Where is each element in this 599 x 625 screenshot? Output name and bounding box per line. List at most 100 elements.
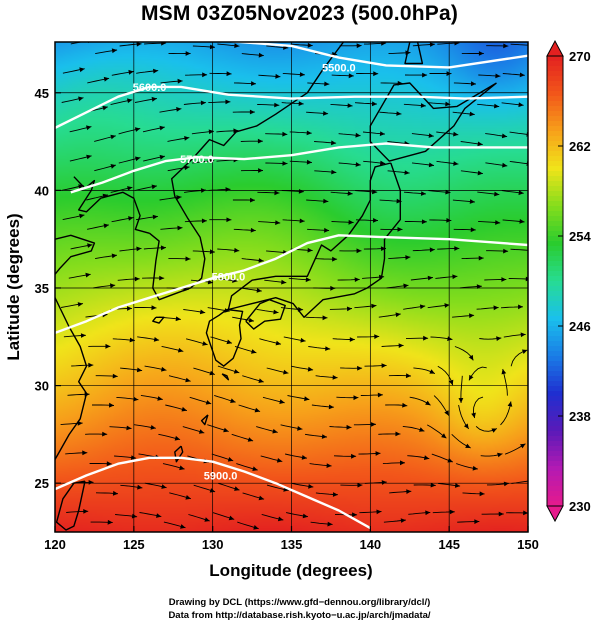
colorbar-segment [547,126,563,132]
streamline-arrow [497,452,503,458]
streamline-arrow [134,276,140,282]
streamline-arrow [428,162,434,168]
streamline-arrow [308,484,314,489]
streamline-arrow [161,484,167,489]
streamline-arrow [463,423,469,429]
streamline-arrow [207,279,213,285]
streamline-arrow [276,458,283,463]
streamline-arrow [323,198,329,204]
colorbar-segment [547,226,563,232]
streamline-arrow [156,513,162,518]
streamline-arrow [179,465,185,471]
colorbar-segment [547,296,563,302]
colorbar-segment [547,321,563,327]
y-tick-label: 40 [35,183,49,198]
height-contour-5700.0 [70,142,528,194]
streamline-arrow [298,101,304,106]
credit-data: Data from http://database.rish.kyoto−u.a… [168,610,431,621]
streamline-arrow [307,42,313,48]
streamline-arrow [381,363,387,368]
streamline-arrow [127,98,133,104]
colorbar-segment [547,446,563,452]
streamline-arrow [332,492,338,497]
colorbar-segment [547,221,563,227]
streamline-arrow [274,102,280,108]
streamline-arrow [428,133,434,138]
streamline-arrow [453,131,459,137]
streamline-arrow [377,392,383,398]
colorbar-segment [547,191,563,197]
streamline-arrow [371,101,377,107]
streamline-arrow [103,76,110,82]
streamline-arrow [446,218,452,223]
streamline-arrow [110,134,116,140]
streamline-arrow [247,437,254,442]
streamline-arrow [419,427,425,432]
streamline-arrow [373,71,379,77]
streamline-arrow [347,191,353,196]
streamline-arrow [348,219,354,225]
colorbar-segment [547,356,563,362]
streamline-arrow [474,519,480,524]
streamline-arrow [348,73,354,79]
streamline-arrow [405,255,411,260]
coastline-5 [73,176,150,234]
colorbar-segment [547,91,563,97]
streamline-arrow [177,347,184,353]
streamline-arrow [357,482,363,488]
streamline-arrow [355,162,361,167]
streamline-arrow [356,248,362,254]
streamline-arrow [128,69,134,75]
colorbar-segment [547,146,563,152]
colorbar-segment [547,376,563,382]
streamline-arrow [478,51,484,56]
streamline-arrow [470,227,476,233]
streamline-arrow [471,412,476,418]
coastline-1 [227,162,401,318]
streamline-arrow [209,370,215,376]
streamline-arrow [306,159,312,165]
height-contours: 5500.0 5600.0 5700.0 5800.0 5900.0 [55,42,528,530]
streamline-arrow [446,71,452,76]
streamline-arrow [453,161,459,166]
streamline-arrow [230,398,236,403]
coastline-10 [200,414,209,426]
colorbar-segment [547,196,563,202]
streamline-arrow [151,184,157,190]
streamline-arrow [503,248,509,254]
streamline-arrow [400,460,405,466]
streamline-arrow [110,164,116,169]
streamline-arrow [102,193,108,199]
streamline-arrow [136,367,143,373]
colorbar-tick-label: 246 [569,319,591,334]
streamline-arrow [501,277,507,282]
colorbar-segment [547,141,563,147]
y-axis-label: Latitude (degrees) [4,213,23,360]
streamline-arrow [327,521,333,527]
streamline-arrow [444,410,449,416]
colorbar-segment [547,266,563,272]
streamline-arrow [376,509,382,515]
colorbar-segment [547,426,563,432]
colorbar-segment [547,401,563,407]
streamline-arrow [226,217,232,223]
streamline-arrow [202,341,208,346]
streamline-arrow [420,103,426,108]
colorbar-segment [547,176,563,182]
colorbar-segment [547,236,563,242]
streamlines [60,42,528,530]
y-tick-label: 45 [35,86,49,101]
colorbar-segment [547,501,563,507]
streamline-arrow [184,165,190,171]
colorbar-segment [547,441,563,447]
streamline-arrow [324,227,330,233]
colorbar-segment [547,186,563,192]
streamline-arrow [253,525,259,530]
streamline-arrow [274,190,280,196]
colorbar-segment [547,246,563,252]
streamline-arrow [400,518,406,523]
streamline-arrow [502,162,508,168]
map-plot-area: 5500.0 5600.0 5700.0 5800.0 5900.0 [55,42,528,532]
streamline-arrow [112,373,118,379]
